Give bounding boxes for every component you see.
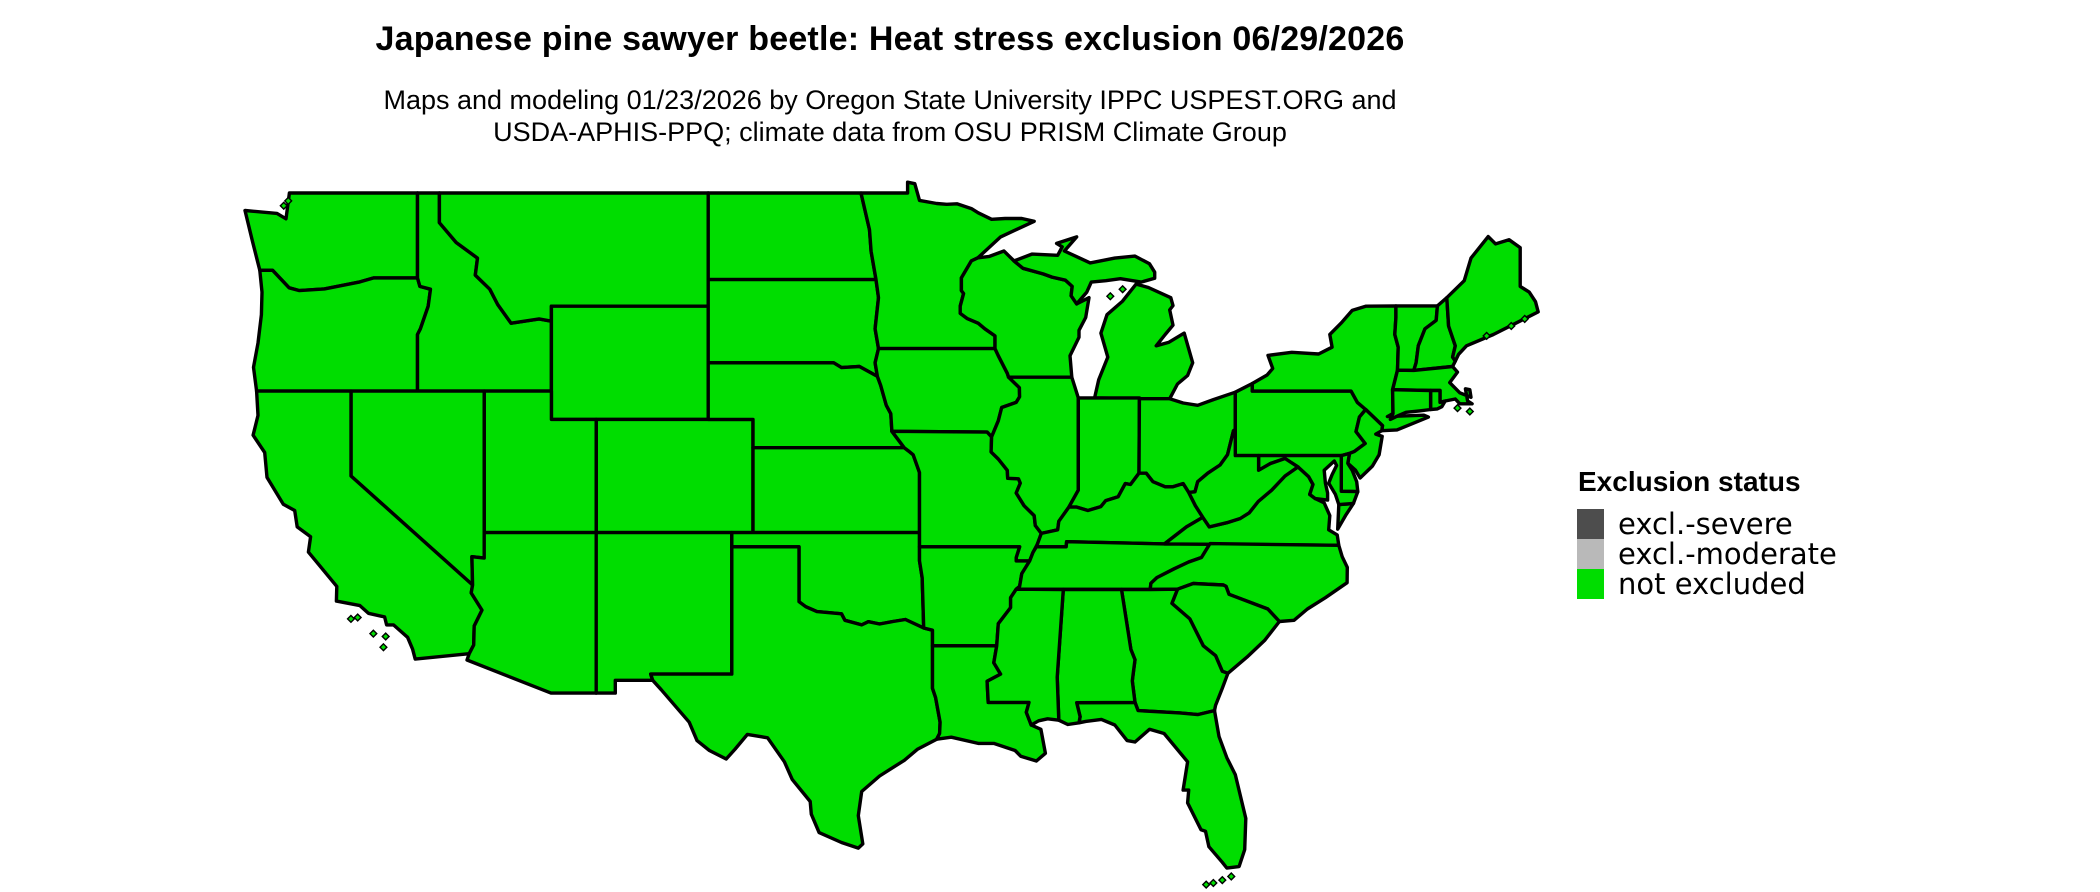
state-wv bbox=[1186, 427, 1300, 529]
state-ct bbox=[1388, 388, 1433, 422]
island bbox=[1465, 407, 1475, 416]
legend-row-not-excluded: not excluded bbox=[1577, 569, 1837, 599]
island bbox=[279, 201, 289, 211]
subtitle-line-1: Maps and modeling 01/23/2026 by Oregon S… bbox=[383, 85, 1397, 115]
legend: Exclusion status excl.-severe excl.-mode… bbox=[1577, 466, 1837, 599]
island bbox=[1208, 878, 1218, 888]
state-me bbox=[1445, 234, 1540, 363]
excl-severe-swatch bbox=[1577, 509, 1604, 539]
island bbox=[381, 632, 391, 641]
state-nj bbox=[1346, 407, 1385, 480]
state-pa bbox=[1233, 381, 1368, 458]
state-fl bbox=[1074, 700, 1248, 870]
state-or bbox=[251, 268, 433, 393]
island bbox=[1105, 291, 1115, 301]
island bbox=[368, 629, 378, 639]
state-co bbox=[594, 417, 755, 535]
subtitle-line-2: USDA-APHIS-PPQ; climate data from OSU PR… bbox=[493, 117, 1287, 147]
island bbox=[1118, 284, 1128, 294]
legend-row-excl-severe: excl.-severe bbox=[1577, 509, 1837, 539]
page-title: Japanese pine sawyer beetle: Heat stress… bbox=[375, 20, 1405, 58]
island bbox=[1217, 875, 1227, 885]
legend-row-excl-moderate: excl.-moderate bbox=[1577, 539, 1837, 569]
island bbox=[1201, 880, 1211, 890]
excl-severe-label: excl.-severe bbox=[1618, 507, 1793, 541]
island bbox=[1226, 872, 1236, 881]
state-va-eastern-shore bbox=[1335, 501, 1356, 531]
state-ks bbox=[751, 446, 922, 535]
state-mi bbox=[1092, 282, 1195, 401]
not-excluded-label: not excluded bbox=[1618, 567, 1806, 601]
island bbox=[346, 614, 356, 624]
state-nd bbox=[706, 191, 878, 282]
island bbox=[283, 196, 293, 206]
island bbox=[353, 613, 363, 622]
island bbox=[1453, 403, 1462, 413]
state-nm bbox=[594, 530, 734, 695]
state-wy bbox=[549, 304, 710, 422]
island bbox=[379, 642, 388, 652]
state-mi-up bbox=[1012, 235, 1157, 306]
state-az bbox=[465, 530, 598, 695]
island bbox=[1506, 321, 1516, 331]
excl-moderate-swatch bbox=[1577, 539, 1604, 569]
state-ms bbox=[985, 587, 1066, 727]
excl-moderate-label: excl.-moderate bbox=[1618, 537, 1837, 571]
island bbox=[1482, 331, 1492, 341]
state-tx bbox=[649, 545, 942, 850]
legend-title: Exclusion status bbox=[1578, 466, 1801, 497]
not-excluded-swatch bbox=[1577, 569, 1604, 599]
page-subtitle: Maps and modeling 01/23/2026 by Oregon S… bbox=[0, 84, 1780, 148]
island bbox=[1520, 314, 1530, 324]
